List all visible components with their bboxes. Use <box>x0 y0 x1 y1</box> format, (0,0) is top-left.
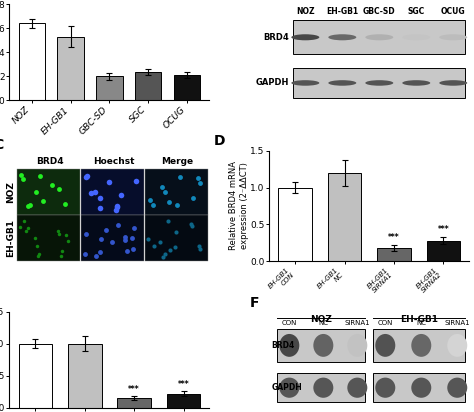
Bar <box>174 75 201 100</box>
Bar <box>135 72 162 100</box>
Text: C: C <box>0 138 4 152</box>
Bar <box>167 394 201 408</box>
Ellipse shape <box>279 334 300 357</box>
Text: Hoechst: Hoechst <box>93 157 134 166</box>
Text: ***: *** <box>438 225 449 234</box>
Text: BRD4: BRD4 <box>36 157 63 166</box>
Ellipse shape <box>292 80 319 86</box>
Text: ***: *** <box>178 379 189 389</box>
Bar <box>82 215 145 261</box>
Bar <box>18 215 81 261</box>
Ellipse shape <box>347 377 367 398</box>
Ellipse shape <box>347 334 367 357</box>
Ellipse shape <box>313 334 333 357</box>
Text: GBC-SD: GBC-SD <box>363 7 396 16</box>
Bar <box>293 21 465 54</box>
Bar <box>328 173 361 261</box>
Bar <box>68 344 101 408</box>
Bar <box>18 23 45 100</box>
Text: BRD4: BRD4 <box>271 341 295 350</box>
Text: EH-GB1: EH-GB1 <box>326 7 358 16</box>
Bar <box>277 373 365 402</box>
Ellipse shape <box>292 34 319 40</box>
Text: ***: *** <box>388 233 400 242</box>
Text: ***: *** <box>128 385 140 394</box>
Ellipse shape <box>328 80 356 86</box>
Text: D: D <box>213 134 225 148</box>
Ellipse shape <box>447 377 467 398</box>
Ellipse shape <box>402 80 430 86</box>
Text: BRD4: BRD4 <box>264 33 289 42</box>
Text: SIRNA1: SIRNA1 <box>445 321 470 326</box>
Text: F: F <box>249 296 259 310</box>
Text: CON: CON <box>378 321 393 326</box>
Text: EH-GB1: EH-GB1 <box>7 219 16 257</box>
Ellipse shape <box>447 334 467 357</box>
Bar <box>277 329 365 362</box>
Bar <box>82 169 145 215</box>
Text: SGC: SGC <box>408 7 425 16</box>
Text: NOZ: NOZ <box>7 181 16 203</box>
Text: NC: NC <box>416 321 426 326</box>
Text: NOZ: NOZ <box>296 7 315 16</box>
Bar <box>278 187 312 261</box>
Text: B: B <box>254 0 264 2</box>
Text: GAPDH: GAPDH <box>271 383 302 392</box>
Ellipse shape <box>439 80 467 86</box>
Ellipse shape <box>411 377 431 398</box>
Text: CON: CON <box>282 321 297 326</box>
Ellipse shape <box>375 377 395 398</box>
Bar <box>427 241 460 261</box>
Text: NC: NC <box>319 321 328 326</box>
Ellipse shape <box>365 34 393 40</box>
Ellipse shape <box>411 334 431 357</box>
Bar <box>57 37 84 100</box>
Bar <box>96 76 123 100</box>
Text: GAPDH: GAPDH <box>256 78 289 87</box>
Bar <box>146 215 209 261</box>
Ellipse shape <box>328 34 356 40</box>
Text: EH-GB1: EH-GB1 <box>400 315 438 324</box>
Bar <box>18 344 52 408</box>
Ellipse shape <box>402 34 430 40</box>
Bar <box>374 373 465 402</box>
Y-axis label: Relative BRD4 mRNA
expression (2⁻ΔΔCT): Relative BRD4 mRNA expression (2⁻ΔΔCT) <box>229 162 249 250</box>
Ellipse shape <box>279 377 300 398</box>
Bar <box>377 248 411 261</box>
Text: OCUG: OCUG <box>441 7 465 16</box>
Ellipse shape <box>313 377 333 398</box>
Bar <box>118 398 151 408</box>
Bar <box>18 169 81 215</box>
Bar <box>146 169 209 215</box>
Ellipse shape <box>375 334 395 357</box>
Bar <box>293 68 465 98</box>
Ellipse shape <box>439 34 467 40</box>
Text: Merge: Merge <box>161 157 193 166</box>
Text: NOZ: NOZ <box>310 315 332 324</box>
Text: SIRNA1: SIRNA1 <box>345 321 370 326</box>
Ellipse shape <box>365 80 393 86</box>
Bar <box>374 329 465 362</box>
